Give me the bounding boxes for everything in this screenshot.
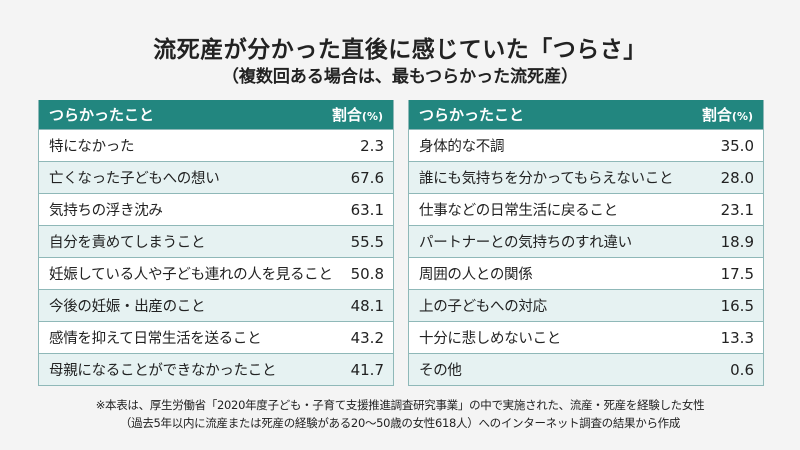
table-row: 自分を責めてしまうこと 55.5 — [39, 225, 393, 257]
page-title: 流死産が分かった直後に感じていた「つらさ」 — [153, 37, 647, 63]
table-row: 十分に悲しめないこと 13.3 — [409, 321, 763, 353]
header-label: つらかったこと — [49, 106, 155, 124]
table-row: 妊娠している人や子ども連れの人を見ること 50.8 — [39, 257, 393, 289]
header-value: 割合(%) — [701, 106, 753, 124]
table-row: 感情を抑えて日常生活を送ること 43.2 — [39, 321, 393, 353]
table-row: 今後の妊娠・出産のこと 48.1 — [39, 289, 393, 321]
left-table: つらかったこと 割合(%) 特になかった 2.3 亡くなった子どもへの想い 67.6… — [38, 100, 394, 386]
header-value: 割合(%) — [331, 106, 383, 124]
table-row: 仕事などの日常生活に戻ること 23.1 — [409, 193, 763, 225]
table-row: 亡くなった子どもへの想い 67.6 — [39, 161, 393, 193]
table-row: 母親になることができなかったこと 41.7 — [39, 353, 393, 385]
footnote-line-2: （過去5年以内に流産または死産の経験がある20～50歳の女性618人）へのインタ… — [119, 416, 681, 430]
table-row: 特になかった 2.3 — [39, 129, 393, 161]
table-row: 周囲の人との関係 17.5 — [409, 257, 763, 289]
table-row: パートナーとの気持ちのすれ違い 18.9 — [409, 225, 763, 257]
table-header: つらかったこと 割合(%) — [39, 100, 393, 129]
table-row: 誰にも気持ちを分かってもらえないこと 28.0 — [409, 161, 763, 193]
page-subtitle: （複数回ある場合は、最もつらかった流死産） — [221, 67, 579, 87]
table-row: 身体的な不調 35.0 — [409, 129, 763, 161]
table-row: その他 0.6 — [409, 353, 763, 385]
footnote-line-1: ※本表は、厚生労働省「2020年度子ども・子育て支援推進調査研究事業」の中で実施… — [95, 398, 705, 412]
right-table: つらかったこと 割合(%) 身体的な不調 35.0 誰にも気持ちを分かってもらえな… — [408, 100, 764, 386]
table-header: つらかったこと 割合(%) — [409, 100, 763, 129]
header-label: つらかったこと — [419, 106, 525, 124]
table-row: 気持ちの浮き沈み 63.1 — [39, 193, 393, 225]
table-row: 上の子どもへの対応 16.5 — [409, 289, 763, 321]
